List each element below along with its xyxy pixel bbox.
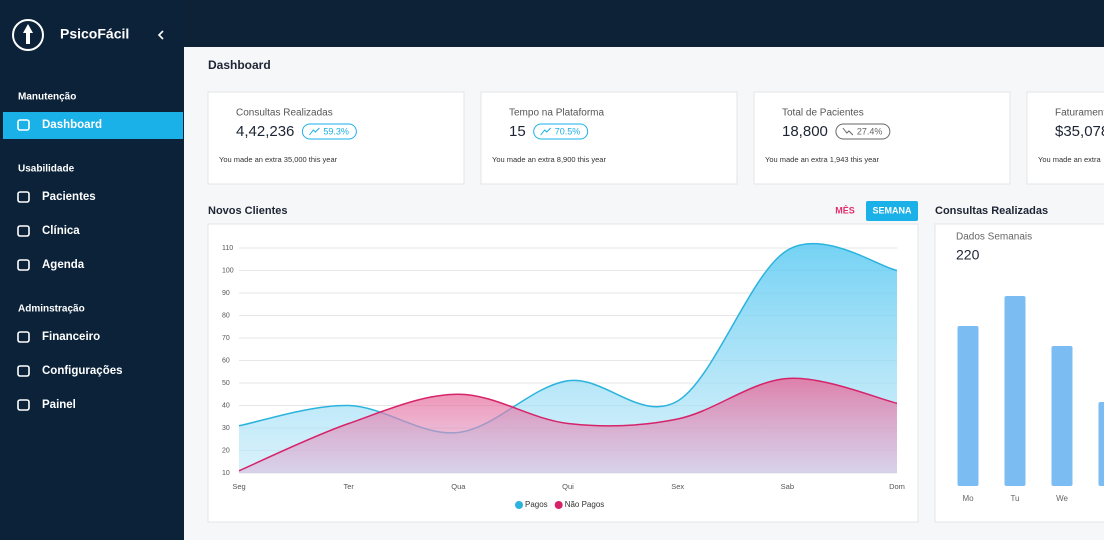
nav-item[interactable]: Painel	[42, 399, 76, 411]
change-value: 59.3%	[323, 126, 349, 136]
change-badge	[301, 123, 357, 140]
y-tick-label: 10	[222, 470, 230, 477]
toggle[interactable]: SEMANA	[872, 205, 912, 215]
x-tick-label: Mo	[962, 494, 974, 503]
x-tick-label: Qua	[451, 482, 466, 491]
trend-icon	[309, 127, 320, 136]
card-note: You made an extra 35,000 this year	[219, 155, 338, 164]
toggle-active[interactable]	[866, 201, 918, 221]
chart-subtitle: Dados Semanais	[956, 232, 1032, 243]
top-bar	[184, 0, 1104, 47]
x-tick-label: Ter	[343, 482, 354, 491]
trend-icon	[540, 127, 552, 136]
sidebar	[0, 0, 184, 540]
y-tick-label: 80	[222, 312, 230, 319]
page-title: Dashboard	[208, 58, 271, 72]
card-label: Consultas Realizadas	[236, 108, 333, 119]
legend-label: Pagos	[525, 500, 548, 509]
nav-item[interactable]: Clínica	[42, 225, 80, 237]
y-tick-label: 60	[222, 357, 230, 364]
nav-section: Usabilidade	[18, 164, 75, 175]
collapse-button[interactable]	[157, 30, 164, 40]
y-tick-label: 100	[222, 267, 234, 274]
x-tick-label: Qui	[562, 482, 574, 491]
bar	[1004, 296, 1026, 486]
stat-card	[753, 91, 1011, 185]
y-tick-label: 40	[222, 402, 230, 409]
y-tick-label: 30	[222, 425, 230, 432]
nav-icon	[17, 365, 30, 377]
nav-section: Adminstração	[18, 304, 85, 315]
y-tick-label: 110	[222, 245, 233, 252]
card-label: Tempo na Plataforma	[509, 108, 604, 119]
x-tick-label: Dom	[889, 482, 905, 491]
y-tick-label: 20	[222, 447, 230, 454]
change-badge	[533, 123, 589, 140]
x-tick-label: Seg	[232, 482, 245, 491]
card-note: You made an extra 8,900 this year	[492, 155, 606, 164]
stat-card	[480, 91, 738, 185]
nav-item[interactable]: Pacientes	[42, 191, 96, 203]
y-tick-label: 70	[222, 335, 230, 342]
chart-title: Novos Clientes	[208, 205, 287, 217]
card-label: Faturamento	[1055, 108, 1104, 119]
main: Dashboard Consultas Realizadas 4,42,236 59…	[207, 58, 1104, 523]
x-tick-label: Tu	[1010, 494, 1019, 503]
change-badge	[835, 123, 891, 140]
trend-icon	[842, 127, 854, 136]
change-value: 70.5%	[555, 126, 581, 136]
nav-item[interactable]: Dashboard	[42, 119, 102, 131]
card-value: 15	[509, 123, 526, 140]
x-tick-label: We	[1056, 494, 1068, 503]
headline-value: 220	[956, 247, 980, 263]
brand: PsicoFácil	[60, 26, 129, 42]
toggle[interactable]: MÊS	[835, 204, 855, 215]
nav-icon	[17, 191, 30, 203]
bar	[1098, 402, 1104, 486]
change-value: 27.4%	[857, 126, 883, 136]
x-tick-label: Sex	[671, 482, 684, 491]
card-value: 4,42,236	[236, 123, 294, 140]
nav-item[interactable]: Configurações	[42, 365, 123, 377]
nav-icon	[17, 399, 30, 411]
y-tick-label: 90	[222, 290, 230, 297]
y-tick-label: 50	[222, 380, 230, 387]
area-fill	[239, 378, 897, 473]
nav-active	[3, 112, 183, 139]
logo-mark	[23, 24, 33, 44]
bar	[957, 326, 979, 486]
series-line	[238, 377, 898, 472]
nav-icon	[17, 119, 30, 131]
nav-icon	[17, 225, 30, 237]
card-value: 18,800	[782, 123, 828, 140]
nav-section: Manutenção	[18, 92, 76, 103]
nav-item[interactable]: Agenda	[42, 259, 85, 271]
legend-marker	[515, 501, 523, 509]
logo	[12, 19, 44, 51]
nav-icon	[17, 331, 30, 343]
stat-card	[1026, 91, 1104, 185]
nav-icon	[17, 259, 30, 271]
nav-item[interactable]: Financeiro	[42, 331, 100, 343]
bar	[1051, 346, 1073, 486]
card-note: You made an extra 1,943 this year	[765, 155, 879, 164]
card-note: You made an extra	[1038, 155, 1102, 164]
card-label: Total de Pacientes	[782, 108, 864, 119]
series-line	[238, 243, 898, 434]
x-tick-label: Sab	[781, 482, 794, 491]
chart-title: Consultas Realizadas	[935, 205, 1048, 217]
card-value: $35,078	[1055, 123, 1104, 140]
legend-label: Não Pagos	[565, 500, 605, 509]
sidebar-nav: Manutenção Dashboard Usabilidade Pacientes C…	[3, 92, 183, 411]
legend-marker	[554, 501, 563, 509]
